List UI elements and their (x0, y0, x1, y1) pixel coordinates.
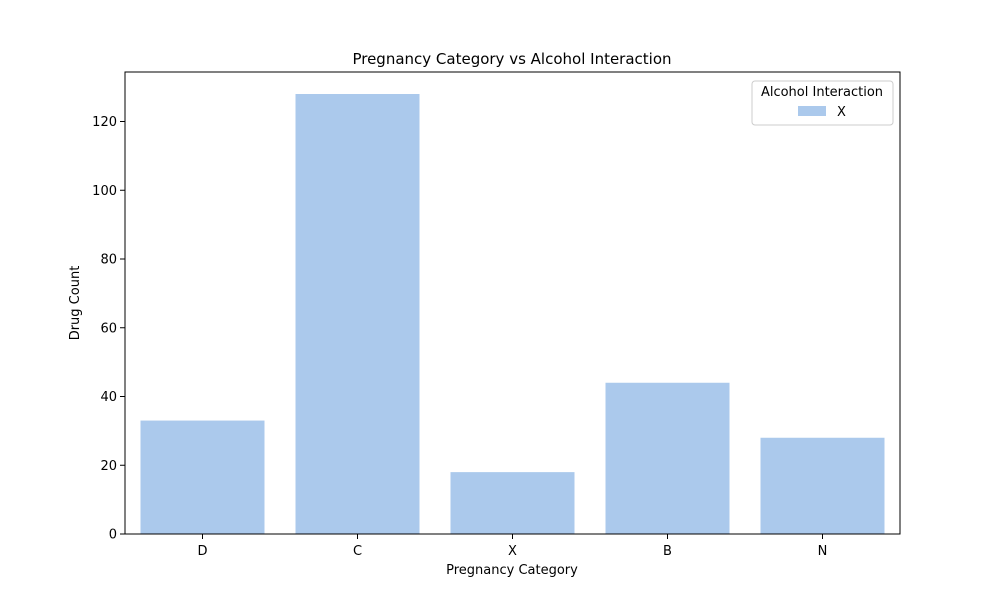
legend: Alcohol Interaction X (751, 80, 894, 126)
y-tick-label: 60 (100, 321, 117, 336)
chart-title: Pregnancy Category vs Alcohol Interactio… (352, 50, 671, 68)
bar-n (760, 437, 885, 534)
bar-d (140, 420, 265, 534)
x-tick-label: B (663, 544, 672, 559)
bar-c (295, 94, 420, 534)
y-tick-label: 80 (100, 253, 117, 268)
x-tick-label: D (197, 544, 207, 559)
ticks-layer: D C X B N 0 20 40 60 80 100 120 (92, 115, 827, 559)
legend-swatch (798, 106, 826, 116)
x-tick-label: N (818, 544, 828, 559)
bar-b (605, 382, 730, 534)
y-tick-label: 40 (100, 390, 117, 405)
x-tick-label: C (353, 544, 362, 559)
bars-layer (140, 94, 885, 534)
y-tick-label: 0 (109, 528, 117, 543)
x-axis-label: Pregnancy Category (446, 563, 578, 578)
plot-area-frame (124, 71, 901, 535)
y-axis-label: Drug Count (68, 266, 83, 341)
x-tick-label: X (508, 544, 517, 559)
y-tick-label: 20 (100, 459, 117, 474)
legend-label: X (837, 105, 846, 120)
legend-title: Alcohol Interaction (761, 85, 883, 100)
legend-box (751, 80, 894, 126)
y-tick-label: 120 (92, 115, 117, 130)
y-tick-label: 100 (92, 184, 117, 199)
bar-x (450, 472, 575, 534)
